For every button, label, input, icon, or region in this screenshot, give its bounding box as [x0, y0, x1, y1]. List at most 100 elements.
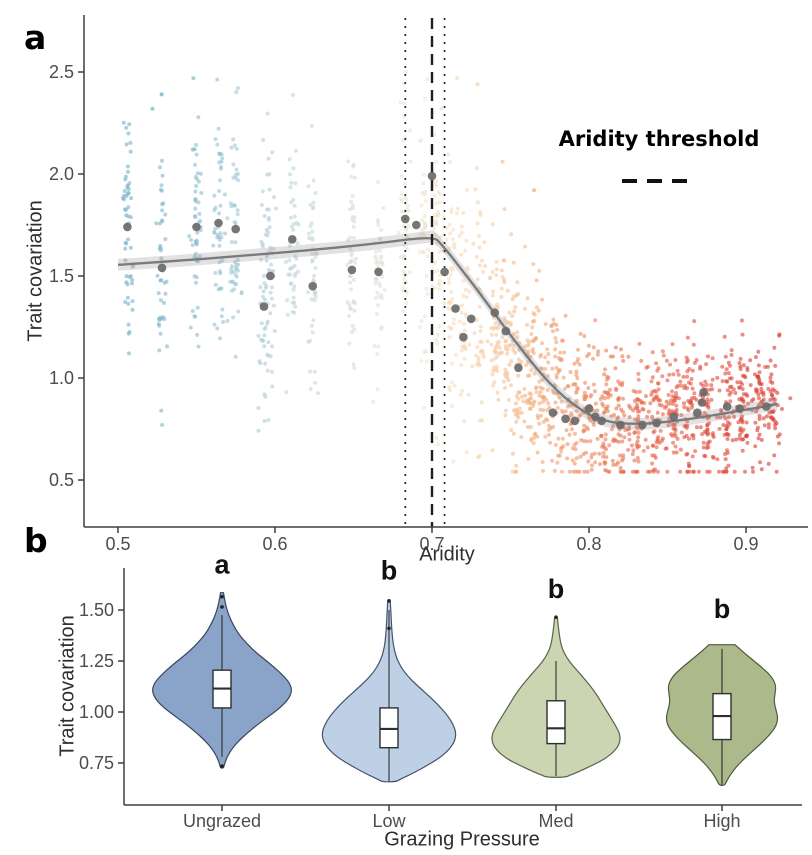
scatter-point: [545, 347, 550, 352]
site-mean-point: [466, 314, 476, 324]
scatter-point: [265, 368, 270, 373]
scatter-point: [595, 352, 600, 357]
scatter-point: [401, 269, 406, 274]
scatter-point: [375, 387, 380, 392]
scatter-point: [772, 345, 777, 350]
scatter-point: [555, 327, 560, 332]
scatter-point: [450, 361, 454, 366]
scatter-point: [572, 461, 577, 466]
scatter-point: [494, 273, 499, 278]
scatter-point: [546, 360, 551, 365]
scatter-point: [480, 418, 484, 423]
scatter-point: [447, 277, 452, 281]
scatter-point: [374, 256, 379, 261]
scatter-point: [236, 171, 240, 176]
scatter-point: [425, 77, 430, 82]
scatter-point: [229, 267, 234, 272]
scatter-point: [491, 368, 496, 373]
scatter-point: [311, 205, 316, 210]
scatter-point: [122, 197, 126, 202]
scatter-point: [545, 388, 550, 392]
scatter-point: [627, 403, 632, 408]
scatter-point: [381, 206, 386, 210]
scatter-point: [373, 277, 378, 282]
scatter-point: [188, 325, 193, 330]
scatter-point: [506, 397, 511, 402]
y-tick-label: 1.0: [49, 368, 74, 388]
scatter-point: [234, 167, 239, 172]
scatter-point: [510, 451, 515, 456]
scatter-point: [233, 272, 238, 277]
scatter-point: [601, 403, 606, 408]
scatter-point: [621, 456, 626, 461]
scatter-point: [514, 393, 519, 398]
scatter-point: [196, 115, 201, 120]
scatter-point: [616, 439, 621, 444]
scatter-point: [696, 469, 701, 474]
scatter-point: [434, 219, 438, 224]
scatter-point: [158, 278, 163, 283]
scatter-point: [748, 358, 753, 363]
scatter-point: [461, 321, 466, 326]
scatter-point: [687, 463, 692, 468]
scatter-point: [538, 407, 543, 412]
scatter-point: [459, 252, 464, 257]
scatter-point: [263, 394, 268, 399]
scatter-point: [256, 333, 261, 338]
scatter-point: [213, 282, 218, 287]
scatter-point: [529, 438, 534, 443]
scatter-point: [723, 371, 728, 376]
scatter-point: [125, 295, 130, 300]
scatter-point: [192, 254, 197, 259]
scatter-point: [291, 295, 296, 300]
scatter-point: [158, 187, 163, 192]
scatter-point: [733, 391, 738, 395]
significance-letter: a: [214, 549, 230, 579]
scatter-point: [537, 393, 542, 398]
scatter-point: [550, 458, 555, 463]
scatter-point: [289, 180, 294, 185]
scatter-point: [532, 399, 537, 404]
scatter-point: [611, 424, 616, 428]
scatter-point: [348, 306, 353, 311]
scatter-point: [349, 251, 354, 256]
scatter-point: [717, 469, 721, 474]
scatter-point: [565, 442, 570, 447]
scatter-point: [490, 372, 495, 377]
scatter-point: [715, 375, 720, 380]
scatter-point: [705, 469, 710, 474]
scatter-point: [737, 397, 742, 402]
scatter-point: [570, 458, 575, 463]
scatter-point: [437, 278, 442, 283]
scatter-point: [537, 268, 542, 273]
scatter-point: [476, 358, 481, 363]
scatter-point: [491, 289, 496, 294]
scatter-point: [650, 461, 655, 466]
scatter-point: [309, 323, 314, 328]
scatter-point: [534, 390, 539, 395]
scatter-point: [590, 463, 594, 468]
scatter-point: [194, 242, 199, 247]
scatter-point: [437, 324, 442, 329]
scatter-point: [574, 398, 579, 403]
site-mean-point: [451, 304, 460, 313]
scatter-point: [436, 211, 440, 216]
scatter-point: [294, 256, 299, 261]
scatter-point: [270, 344, 275, 349]
scatter-point: [349, 174, 354, 179]
scatter-point: [490, 293, 495, 298]
scatter-point: [129, 196, 134, 201]
scatter-point: [621, 358, 626, 363]
scatter-point: [432, 212, 437, 217]
scatter-point: [606, 469, 611, 474]
scatter-point: [670, 389, 674, 394]
scatter-point: [256, 428, 261, 433]
scatter-point: [496, 397, 501, 402]
scatter-point: [559, 399, 564, 404]
site-mean-point: [591, 412, 600, 422]
scatter-point: [235, 212, 240, 217]
scatter-point: [490, 222, 495, 227]
scatter-point: [308, 224, 313, 229]
scatter-point: [128, 274, 133, 279]
scatter-point: [128, 149, 133, 154]
